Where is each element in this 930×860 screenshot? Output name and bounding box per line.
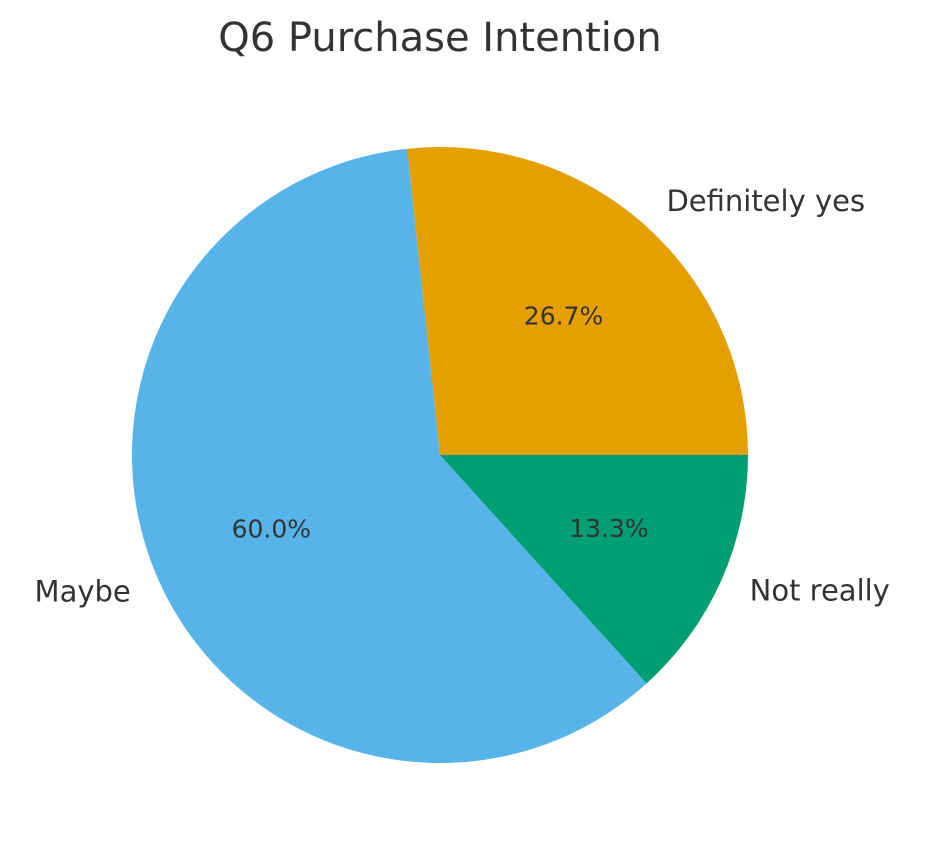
- pie-slice: [407, 146, 748, 455]
- slice-label: Definitely yes: [666, 184, 865, 218]
- value-label: 13.3%: [569, 514, 648, 543]
- slice-label: Not really: [750, 573, 890, 607]
- chart-title: Q6 Purchase Intention: [218, 15, 661, 61]
- value-label: 60.0%: [232, 515, 311, 544]
- value-label: 26.7%: [524, 302, 603, 331]
- slice-label: Maybe: [35, 574, 131, 608]
- pie-slice: [132, 148, 647, 764]
- pie-slice: [440, 455, 748, 684]
